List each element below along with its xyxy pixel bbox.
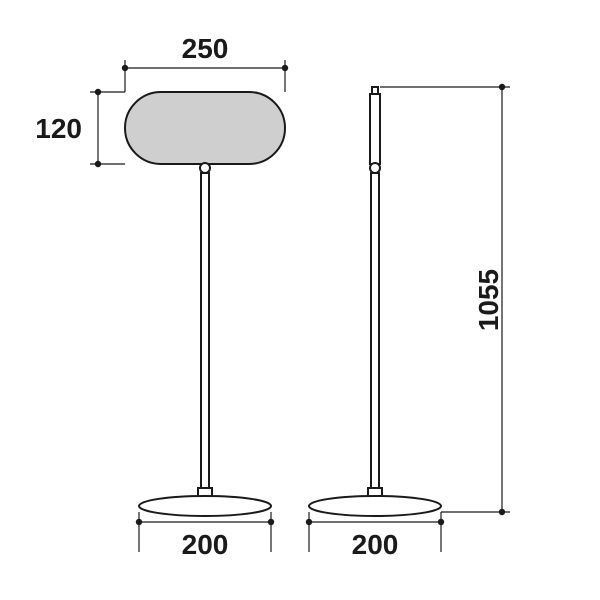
dimension-1055: 1055 [380, 84, 510, 515]
side-head-pin [370, 163, 380, 173]
dimension-side-200: 200 [306, 512, 444, 560]
dimension-front-200: 200 [136, 512, 274, 560]
side-view [309, 87, 441, 516]
dim-side-200-label: 200 [352, 529, 399, 560]
front-head [125, 92, 285, 164]
dim-120-label: 120 [35, 113, 82, 144]
front-base [139, 496, 271, 516]
technical-drawing: 250 120 200 200 1055 [0, 0, 600, 600]
front-head-pin [200, 163, 210, 173]
front-pole [201, 173, 209, 488]
dim-250-label: 250 [182, 33, 229, 64]
dim-front-200-label: 200 [182, 529, 229, 560]
front-view [125, 92, 285, 516]
side-base [309, 496, 441, 516]
dimension-250: 250 [122, 33, 288, 92]
side-pole [371, 173, 379, 488]
dimension-120: 120 [35, 89, 125, 167]
dim-1055-label: 1055 [473, 269, 504, 331]
side-head [370, 94, 380, 164]
side-head-cap [372, 87, 378, 94]
